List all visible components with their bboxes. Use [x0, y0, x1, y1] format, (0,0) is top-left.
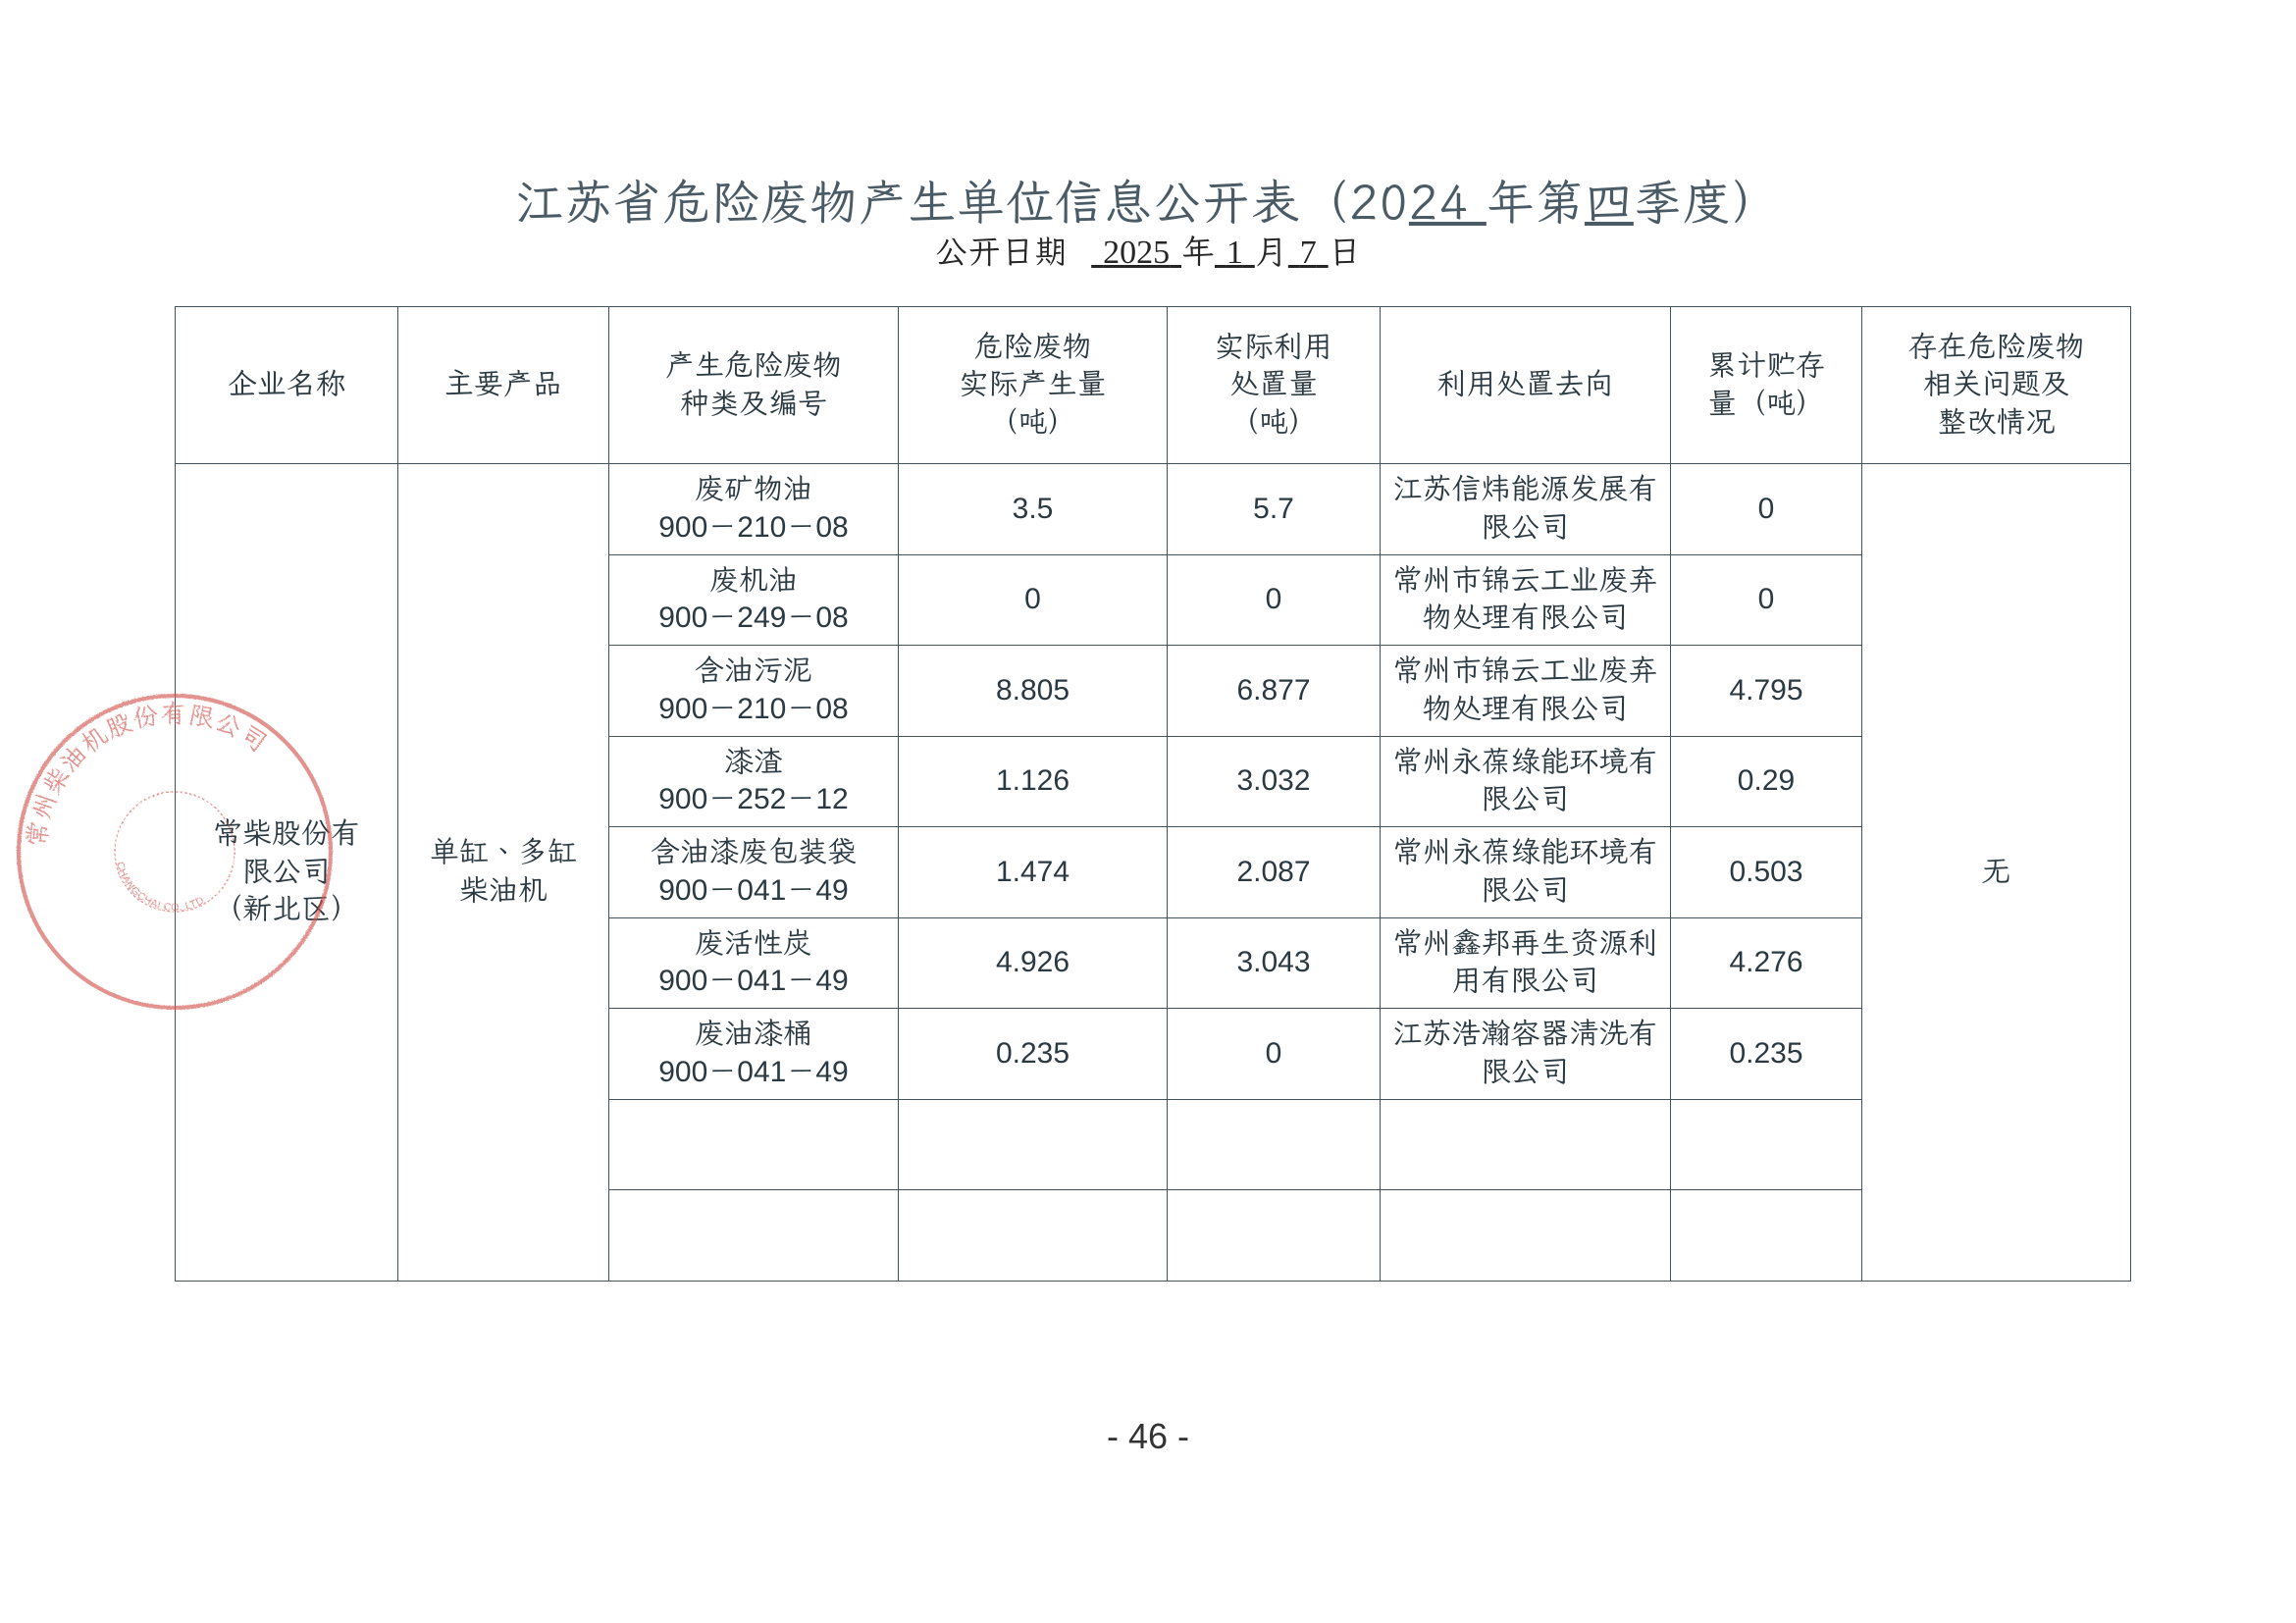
- svg-text:CHANGCHAI CO.,LTD: CHANGCHAI CO.,LTD: [114, 861, 206, 914]
- svg-text:常州柴油机股份有限公司: 常州柴油机股份有限公司: [20, 697, 275, 849]
